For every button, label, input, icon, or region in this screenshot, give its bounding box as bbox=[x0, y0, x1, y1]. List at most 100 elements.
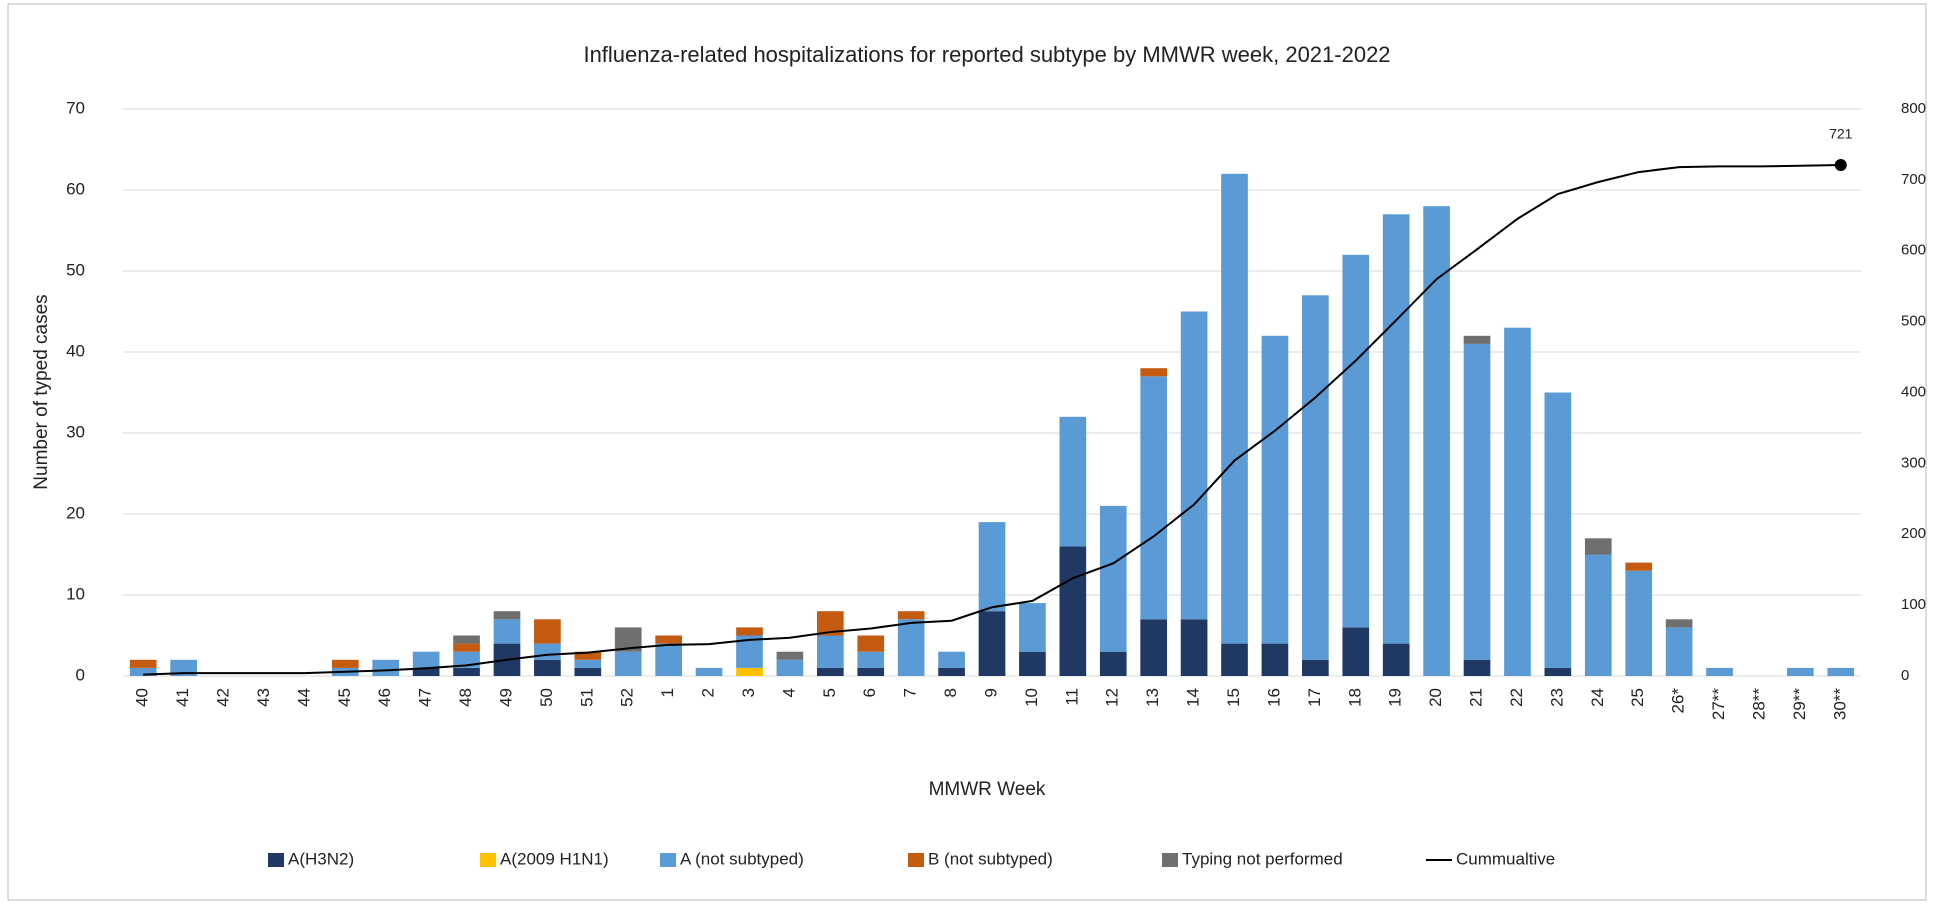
x-tick-label: 48 bbox=[456, 688, 475, 707]
bar-segment bbox=[655, 635, 682, 644]
legend-label: A (not subtyped) bbox=[680, 849, 804, 868]
legend-swatch bbox=[660, 853, 676, 867]
bar-segment bbox=[1382, 643, 1410, 676]
x-tick-label: 42 bbox=[214, 688, 233, 707]
y-tick-label: 50 bbox=[66, 260, 85, 279]
x-tick-label: 25 bbox=[1628, 688, 1647, 707]
legend-swatch bbox=[480, 853, 496, 867]
x-tick-label: 12 bbox=[1103, 688, 1122, 707]
bar-segment bbox=[857, 635, 885, 652]
bar-segment bbox=[1584, 538, 1612, 555]
bar-segment bbox=[1827, 667, 1855, 676]
y2-tick-label: 400 bbox=[1901, 383, 1926, 400]
x-tick-label: 22 bbox=[1507, 688, 1526, 707]
bar-segment bbox=[1302, 659, 1329, 676]
x-tick-label: 9 bbox=[981, 688, 1000, 697]
x-tick-label: 10 bbox=[1022, 688, 1041, 707]
legend-swatch bbox=[908, 853, 924, 867]
x-tick-label: 45 bbox=[335, 688, 354, 707]
legend-label: B (not subtyped) bbox=[928, 849, 1053, 868]
y2-tick-label: 500 bbox=[1901, 313, 1926, 330]
legend-label: A(H3N2) bbox=[288, 849, 354, 868]
x-tick-label: 23 bbox=[1547, 688, 1566, 707]
x-tick-label: 11 bbox=[1062, 688, 1081, 706]
bar-segment bbox=[1382, 214, 1410, 644]
bar-segment bbox=[1463, 343, 1491, 660]
y-tick-label: 0 bbox=[76, 665, 85, 684]
legend-label: Typing not performed bbox=[1182, 849, 1343, 868]
x-tick-label: 5 bbox=[820, 688, 839, 697]
bar-segment bbox=[1140, 619, 1168, 676]
x-tick-label: 19 bbox=[1386, 688, 1405, 707]
bar-segment bbox=[776, 659, 804, 676]
bar-segment bbox=[372, 659, 400, 676]
bar-segment bbox=[1665, 619, 1693, 628]
bar-segment bbox=[1665, 627, 1693, 676]
legend-label: Cummualtive bbox=[1456, 849, 1555, 868]
end-marker bbox=[1834, 158, 1847, 171]
x-tick-label: 52 bbox=[618, 688, 637, 707]
x-tick-label: 51 bbox=[577, 688, 596, 707]
data-label: 721 bbox=[1829, 126, 1853, 142]
x-tick-label: 26* bbox=[1669, 688, 1688, 714]
bar-segment bbox=[1544, 392, 1572, 668]
bar-segment bbox=[412, 667, 440, 676]
y2-tick-label: 0 bbox=[1901, 667, 1909, 684]
bar-segment bbox=[1342, 627, 1370, 676]
x-tick-label: 44 bbox=[294, 688, 313, 707]
bar-segment bbox=[1463, 335, 1491, 344]
x-tick-label: 8 bbox=[941, 688, 960, 697]
bar-segment bbox=[1059, 546, 1087, 676]
y2-tick-label: 800 bbox=[1901, 100, 1926, 117]
x-tick-label: 46 bbox=[375, 688, 394, 707]
x-tick-label: 18 bbox=[1345, 688, 1364, 707]
bar-segment bbox=[695, 667, 723, 676]
x-tick-label: 30** bbox=[1830, 688, 1849, 721]
chart-border bbox=[7, 3, 1927, 901]
x-tick-label: 29** bbox=[1790, 688, 1809, 721]
x-tick-label: 16 bbox=[1264, 688, 1283, 707]
bar-segment bbox=[493, 619, 521, 644]
x-tick-label: 43 bbox=[254, 688, 273, 707]
bar-segment bbox=[534, 659, 561, 676]
bar-segment bbox=[1221, 643, 1248, 676]
y-tick-label: 30 bbox=[66, 422, 85, 441]
bar-segment bbox=[1221, 173, 1248, 644]
y-tick-label: 60 bbox=[66, 179, 85, 198]
legend-label: A(2009 H1N1) bbox=[500, 849, 609, 868]
bar-segment bbox=[897, 619, 925, 676]
y2-tick-label: 600 bbox=[1901, 242, 1926, 259]
x-tick-label: 2 bbox=[699, 688, 718, 697]
x-tick-label: 28** bbox=[1749, 688, 1768, 721]
x-axis-title: MMWR Week bbox=[929, 779, 1046, 800]
bar-segment bbox=[453, 667, 480, 676]
y2-tick-label: 100 bbox=[1901, 596, 1926, 613]
bar-segment bbox=[1302, 295, 1329, 660]
bar-segment bbox=[1787, 667, 1814, 676]
bar-segment bbox=[1140, 376, 1168, 620]
x-tick-label: 49 bbox=[496, 688, 515, 707]
x-tick-label: 21 bbox=[1467, 688, 1486, 707]
bar-segment bbox=[736, 667, 763, 676]
bar-segment bbox=[938, 667, 965, 676]
bar-segment bbox=[897, 611, 925, 620]
x-tick-label: 41 bbox=[173, 688, 192, 707]
bar-segment bbox=[1423, 206, 1450, 676]
x-tick-label: 17 bbox=[1305, 688, 1324, 707]
y-tick-label: 20 bbox=[66, 503, 85, 522]
bar-segment bbox=[1261, 643, 1289, 676]
bar-segment bbox=[170, 659, 197, 676]
bar-segment bbox=[1140, 368, 1168, 377]
legend-swatch bbox=[1162, 853, 1178, 867]
bar-segment bbox=[1625, 570, 1653, 676]
bar-segment bbox=[1099, 651, 1127, 676]
bar-segment bbox=[816, 635, 844, 668]
bar-segment bbox=[1463, 659, 1491, 676]
bar-segment bbox=[614, 651, 642, 676]
bar-segment bbox=[1584, 554, 1612, 676]
bar-segment bbox=[978, 522, 1006, 612]
legend-swatch bbox=[268, 853, 284, 867]
bar-segment bbox=[453, 643, 480, 652]
x-tick-label: 4 bbox=[779, 688, 798, 697]
